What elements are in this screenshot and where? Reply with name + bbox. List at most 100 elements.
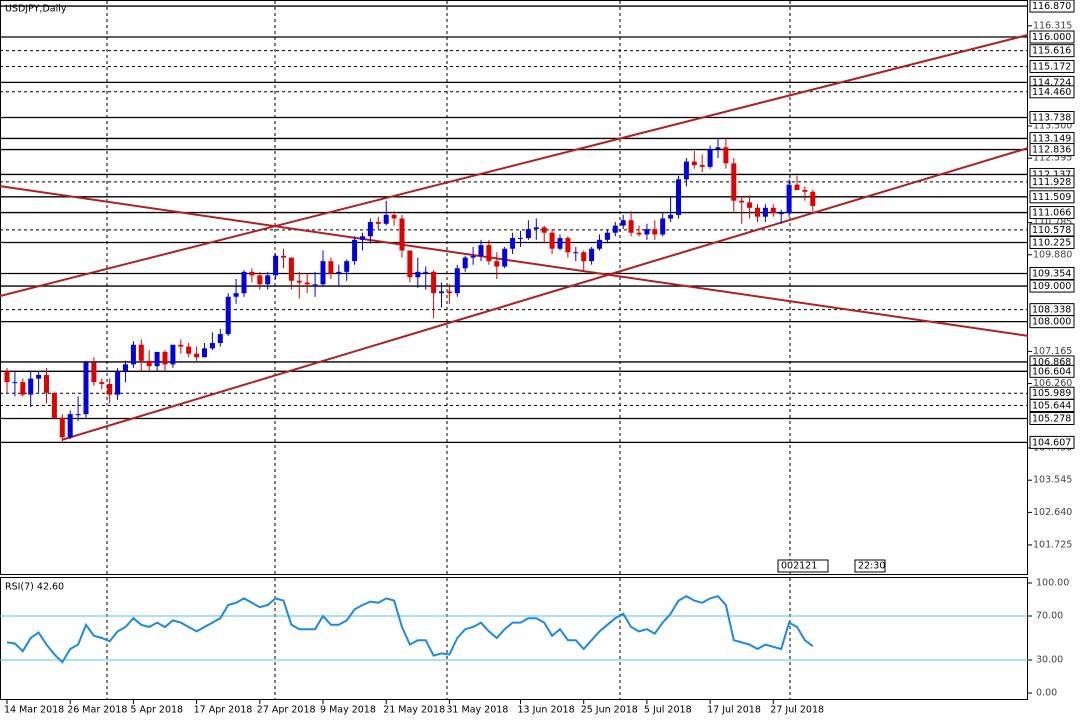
candle-body	[20, 382, 26, 395]
candle-body	[589, 248, 595, 262]
candle-body	[320, 261, 326, 285]
y-tick-label: 103.545	[1033, 475, 1072, 486]
candle-body	[178, 344, 184, 347]
candle-body	[581, 252, 587, 262]
candle-body	[683, 161, 689, 180]
candle-body	[138, 344, 144, 361]
separators	[106, 1, 791, 700]
level-label-box	[1029, 110, 1075, 124]
level-label-box	[1029, 235, 1075, 249]
candle-body	[439, 291, 444, 294]
candle-body	[75, 414, 81, 416]
x-tick-label: 27 Jul 2018	[770, 705, 824, 716]
x-tick-label: 27 Apr 2018	[257, 705, 316, 716]
candle-body	[604, 232, 610, 240]
candle-body	[367, 222, 373, 237]
level-label-box	[1029, 0, 1075, 13]
candle-body	[668, 214, 674, 219]
candle-body	[209, 343, 215, 349]
trend-line	[0, 185, 1029, 337]
candle-body	[83, 362, 89, 415]
candle-body	[115, 371, 121, 395]
x-tick-label: 17 Jul 2018	[707, 705, 761, 716]
level-label: 105.989	[1032, 388, 1071, 399]
y-tick-label: 107.165	[1033, 346, 1072, 357]
candle-body	[755, 207, 760, 217]
level-label-box	[1029, 315, 1075, 329]
candle-body	[518, 238, 523, 240]
level-label: 113.738	[1032, 112, 1071, 123]
x-tick-label: 5 Apr 2018	[130, 705, 183, 716]
rsi-line	[6, 595, 814, 664]
candle-body	[233, 293, 239, 297]
candle-body	[644, 229, 650, 235]
candle-body	[762, 207, 768, 217]
level-label: 106.868	[1032, 357, 1071, 368]
candle-body	[312, 284, 318, 286]
candle-body	[612, 225, 618, 233]
candle-body	[597, 239, 602, 249]
counter-box	[777, 559, 829, 573]
candle-body	[707, 149, 713, 167]
y-tick-label: 0.00	[1036, 688, 1057, 699]
level-label: 112.137	[1032, 169, 1071, 180]
candle-body	[478, 245, 484, 256]
y-tick-label: 110.785	[1033, 217, 1072, 228]
candle-body	[676, 179, 681, 215]
candle-body	[225, 296, 231, 335]
level-label-box	[1029, 223, 1075, 237]
clock-box	[854, 559, 886, 573]
level-label: 115.616	[1032, 46, 1071, 57]
candle-body	[715, 147, 721, 150]
x-tick-label: 21 May 2018	[383, 705, 445, 716]
candle-body	[557, 238, 563, 249]
trend-line	[61, 147, 1029, 441]
candle-body	[620, 220, 626, 226]
candle-body	[399, 218, 405, 251]
level-label: 111.509	[1032, 192, 1071, 203]
candle-body	[636, 232, 642, 235]
candle-body	[494, 261, 500, 267]
candle-body	[747, 202, 753, 208]
candle-body	[383, 214, 389, 224]
candle-body	[652, 229, 658, 235]
candle-body	[786, 184, 792, 214]
candle-body	[217, 334, 223, 344]
level-label-box	[1029, 435, 1075, 449]
candle-body	[99, 382, 105, 384]
level-label: 112.836	[1032, 145, 1071, 156]
candle-body	[12, 382, 18, 384]
level-label-box	[1029, 190, 1075, 204]
candle-body	[4, 371, 10, 383]
candle-body	[510, 238, 516, 249]
candle-body	[304, 282, 310, 285]
level-label: 114.724	[1032, 77, 1071, 88]
candle-body	[660, 218, 666, 235]
candle-body	[36, 375, 42, 379]
y-tick-label: 116.315	[1033, 20, 1072, 31]
candle-body	[423, 271, 429, 273]
clock: 22:30	[858, 561, 885, 572]
candle-body	[107, 383, 113, 395]
level-label-box	[1029, 266, 1075, 280]
candle-body	[723, 147, 729, 164]
candle-body	[533, 227, 539, 230]
x-tick-label: 17 Apr 2018	[194, 705, 253, 716]
candle-body	[296, 280, 302, 283]
candle-body	[470, 255, 476, 258]
candle-body	[170, 344, 176, 365]
candle-body	[91, 362, 97, 383]
candle-body	[375, 222, 381, 224]
candle-body	[146, 360, 152, 367]
candle-body	[565, 238, 571, 253]
candle-body	[336, 271, 342, 274]
level-label-box	[1029, 175, 1075, 189]
level-label: 111.928	[1032, 177, 1071, 188]
level-label: 105.644	[1032, 400, 1071, 411]
level-label-box	[1029, 398, 1075, 412]
candle-body	[288, 257, 294, 281]
candle-body	[810, 191, 816, 207]
level-label-box	[1029, 279, 1075, 293]
candle-body	[257, 275, 263, 285]
candle-body	[739, 200, 745, 203]
